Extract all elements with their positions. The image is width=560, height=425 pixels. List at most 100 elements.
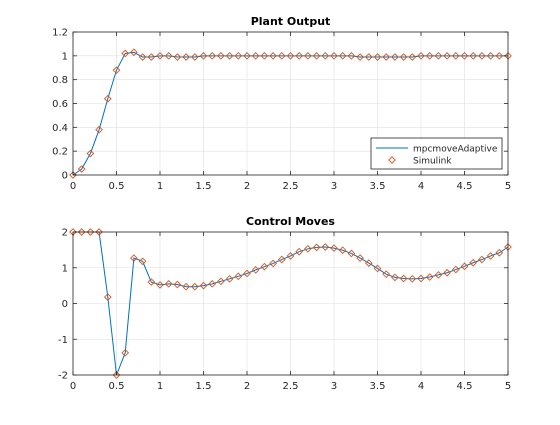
chart-2-x-tick-label: 3.5 xyxy=(370,381,386,392)
chart-2-marker-point xyxy=(112,371,121,379)
chart-1-marker-point xyxy=(347,51,356,60)
chart-1-marker-point xyxy=(164,51,173,60)
chart-2-marker-point xyxy=(295,247,304,256)
chart-1-marker-point xyxy=(408,53,417,61)
chart-1-x-tick-label: 3.5 xyxy=(370,181,386,192)
chart-1-marker-point xyxy=(391,53,399,61)
chart-1-marker-point xyxy=(138,53,147,61)
chart-2-marker-point xyxy=(234,272,243,281)
chart-1-marker-point xyxy=(486,51,495,60)
chart-1-marker-point xyxy=(121,49,130,58)
chart-2-marker-point xyxy=(277,255,286,264)
chart-2-marker-point xyxy=(364,259,373,267)
chart-2-marker-point xyxy=(478,255,486,264)
chart-2-marker-point xyxy=(199,281,208,290)
chart-2-x-tick-label: 3 xyxy=(331,381,337,392)
chart-1-x-tick-label: 0.5 xyxy=(109,181,125,192)
chart-1-x-tick-label: 1.5 xyxy=(196,181,212,192)
chart-2-marker-point xyxy=(321,243,330,251)
chart-1-marker-point xyxy=(190,53,199,61)
chart-2-x-tick-label: 1 xyxy=(157,381,163,392)
legend-box xyxy=(370,137,503,170)
chart-2-marker-point xyxy=(338,246,347,255)
chart-1-marker-point xyxy=(182,53,190,61)
chart-2-marker-point xyxy=(434,271,443,279)
chart-1-marker-point xyxy=(364,53,373,61)
chart-1-y-tick-label: 1 xyxy=(62,51,68,62)
chart-1-marker-point xyxy=(443,51,451,60)
chart-1-marker-point xyxy=(478,51,486,60)
chart-1-x-tick-label: 4 xyxy=(418,181,424,192)
chart-2-marker-point xyxy=(391,273,399,282)
chart-1-marker-point xyxy=(269,51,277,60)
chart-1-y-tick-label: 0.8 xyxy=(52,75,68,86)
chart-2-marker-point xyxy=(495,248,504,257)
chart-1-marker-point xyxy=(417,51,425,60)
chart-1-marker-point xyxy=(86,149,95,158)
chart-2-marker-point xyxy=(156,281,164,289)
chart-2-y-tick-label: -2 xyxy=(58,371,68,382)
chart-1-marker-point xyxy=(234,51,243,60)
chart-1-marker-point xyxy=(173,53,182,61)
chart-2-marker-point xyxy=(138,257,147,266)
chart-2-marker-point xyxy=(451,265,460,274)
chart-2-marker-point xyxy=(347,249,356,258)
chart-1-marker-point xyxy=(321,51,330,60)
chart-1-x-tick-label: 5 xyxy=(505,181,511,192)
chart-1-marker-point xyxy=(130,48,138,57)
chart-1-marker-point xyxy=(451,51,460,60)
chart-1-marker-point xyxy=(356,53,364,61)
chart-2-marker-point xyxy=(330,244,338,252)
chart-2-marker-point xyxy=(103,293,112,301)
chart-2-marker-point xyxy=(217,277,225,286)
chart-2-y-tick-label: -1 xyxy=(58,335,68,346)
chart-1-marker-point xyxy=(225,51,234,60)
chart-1-marker-point xyxy=(495,51,504,60)
chart-2-y-tick-label: 1 xyxy=(62,263,68,274)
chart-2-x-tick-label: 4.5 xyxy=(457,381,473,392)
chart-2-marker-point xyxy=(304,244,312,253)
chart-1-marker-point xyxy=(399,53,408,61)
chart-1-marker-point xyxy=(251,51,260,60)
chart-2-x-tick-label: 0 xyxy=(70,381,76,392)
chart-2-marker-point xyxy=(243,269,251,278)
chart-2-marker-point xyxy=(251,266,260,274)
chart-2-title: Control Moves xyxy=(246,215,335,228)
chart-2-marker-point xyxy=(469,258,478,267)
chart-1-marker-point xyxy=(156,51,164,60)
chart-1-title: Plant Output xyxy=(251,15,331,28)
chart-2-marker-point xyxy=(399,274,408,283)
chart-2-marker-point xyxy=(373,264,382,273)
chart-2-marker-point xyxy=(443,268,451,277)
chart-1-marker-point xyxy=(286,51,295,60)
chart-1-x-tick-label: 4.5 xyxy=(457,181,473,192)
chart-2-marker-point xyxy=(260,262,269,271)
chart-1-x-tick-label: 3 xyxy=(331,181,337,192)
chart-1-marker-point xyxy=(95,125,103,134)
chart-2-marker-point xyxy=(182,282,190,291)
chart-2-marker-point xyxy=(286,252,295,260)
chart-1-marker-point xyxy=(199,51,208,60)
chart-2-marker-point xyxy=(77,228,86,236)
chart-1-marker-point xyxy=(208,51,217,60)
chart-2-marker-point xyxy=(130,254,138,262)
chart-1-y-tick-label: 0 xyxy=(62,171,68,182)
legend-entry-label: Simulink xyxy=(413,157,452,167)
chart-1-marker-point xyxy=(312,51,321,60)
chart-2-x-tick-label: 5 xyxy=(505,381,511,392)
chart-1-y-tick-label: 0.6 xyxy=(52,99,68,110)
chart-1-x-tick-label: 1 xyxy=(157,181,163,192)
chart-2-marker-point xyxy=(356,254,364,262)
chart-1-x-tick-label: 2.5 xyxy=(283,181,299,192)
chart-1-marker-point xyxy=(112,66,121,74)
chart-1-marker-point xyxy=(147,53,156,61)
chart-1-marker-point xyxy=(217,51,225,60)
chart-1-marker-point xyxy=(277,51,286,60)
chart-1-marker-point xyxy=(425,51,434,60)
chart-1-marker-point xyxy=(260,51,269,60)
chart-2-marker-point xyxy=(121,348,130,357)
chart-2-marker-point xyxy=(190,282,199,291)
chart-1-marker-point xyxy=(103,94,112,103)
chart-1-marker-point xyxy=(460,51,469,60)
